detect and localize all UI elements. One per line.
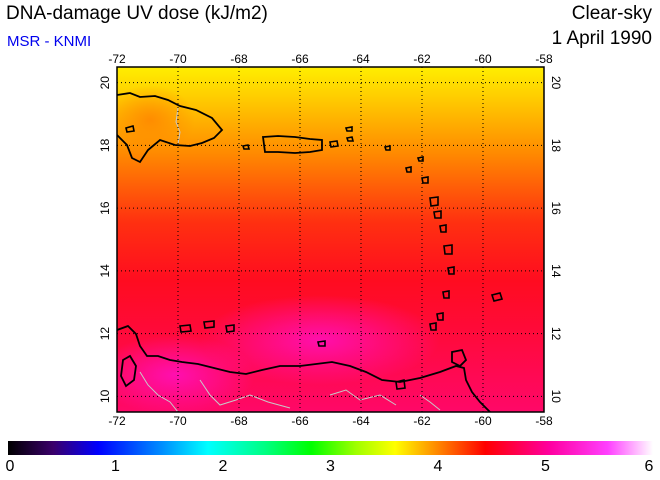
lat-tick-label: 12 (98, 327, 112, 341)
country-borders (139, 107, 441, 412)
lat-tick-label: 14 (98, 264, 112, 278)
lon-tick-label: -64 (352, 52, 370, 66)
sky-condition-label: Clear-sky (571, 3, 652, 24)
lon-ticks-top: -72 -70 -68 -66 -64 -62 -60 -58 (108, 52, 553, 66)
lon-tick-label: -70 (169, 414, 187, 428)
puerto-rico-coast (261, 135, 323, 154)
lat-tick-label: 10 (98, 389, 112, 403)
lat-tick-label: 18 (549, 139, 563, 153)
lat-tick-label: 20 (98, 76, 112, 90)
hispaniola-coast (117, 92, 224, 164)
colorbar-tick-label: 1 (111, 458, 120, 475)
coastlines (117, 92, 491, 412)
colorbar-tick-label: 2 (218, 458, 228, 475)
colorbar-tick-label: 6 (644, 458, 654, 475)
lon-tick-label: -68 (230, 414, 248, 428)
lat-tick-label: 16 (98, 201, 112, 215)
gridlines (117, 67, 544, 412)
lat-tick-label: 12 (549, 327, 563, 341)
colorbar (8, 441, 653, 455)
south-america-coast (117, 324, 491, 412)
lon-tick-label: -60 (474, 52, 492, 66)
lat-tick-label: 14 (549, 264, 563, 278)
lat-ticks-right: 10 12 14 16 18 20 (549, 76, 563, 403)
map-title: DNA-damage UV dose (kJ/m2) (6, 3, 268, 24)
islands (125, 124, 504, 390)
lon-tick-label: -66 (291, 414, 309, 428)
lat-tick-label: 20 (549, 76, 563, 90)
lon-ticks-bottom: -72 -70 -68 -66 -64 -62 -60 -58 (108, 414, 553, 428)
lon-tick-label: -62 (413, 52, 431, 66)
colorbar-tick-label: 3 (326, 458, 335, 475)
date-label: 1 April 1990 (551, 28, 652, 49)
lon-tick-label: -58 (535, 52, 553, 66)
colorbar-tick-label: 4 (433, 458, 443, 475)
lon-tick-label: -66 (291, 52, 309, 66)
colorbar-tick-label: 0 (5, 458, 15, 475)
lon-tick-label: -62 (413, 414, 431, 428)
lake-maracaibo (120, 354, 137, 388)
lon-tick-label: -58 (535, 414, 553, 428)
lon-tick-label: -72 (108, 414, 126, 428)
uv-dose-field (117, 67, 544, 412)
lat-tick-label: 10 (549, 390, 563, 404)
lon-tick-label: -64 (352, 414, 370, 428)
lon-tick-label: -72 (108, 52, 126, 66)
lat-ticks-left: 10 12 14 16 18 20 (98, 76, 112, 403)
lat-tick-label: 18 (98, 138, 112, 152)
lon-tick-label: -60 (474, 414, 492, 428)
lon-tick-label: -70 (169, 52, 187, 66)
lon-tick-label: -68 (230, 52, 248, 66)
map-frame (116, 66, 545, 413)
trinidad-coast (451, 348, 468, 368)
map-subtitle: MSR - KNMI (7, 33, 92, 50)
colorbar-tick-label: 5 (541, 458, 550, 475)
lat-tick-label: 16 (549, 201, 563, 215)
